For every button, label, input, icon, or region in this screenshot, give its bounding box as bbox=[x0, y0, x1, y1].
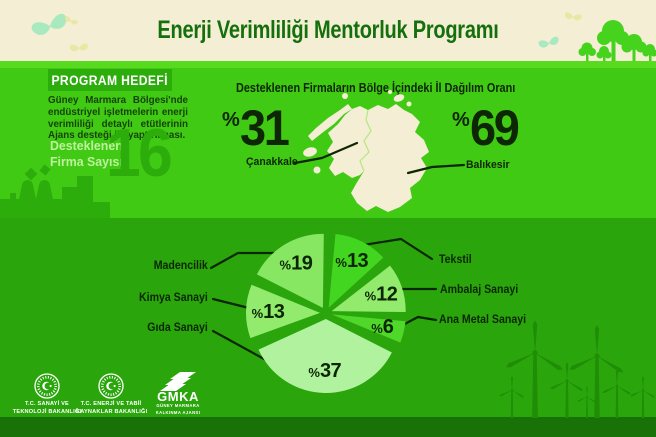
gmka-logo-subtitle: GÜNEY MARMARA KALKINMA AJANSI bbox=[152, 403, 204, 416]
ministry-emblem-icon bbox=[34, 373, 60, 399]
footer-bar bbox=[0, 417, 656, 437]
supported-firms-count: 16 bbox=[106, 115, 173, 191]
canakkale-percentage: % 31 bbox=[222, 100, 290, 156]
pointer-line-balikesir bbox=[406, 163, 466, 175]
percent-value: 69 bbox=[469, 100, 520, 156]
pie-slice-ambalaj-sanayi bbox=[331, 265, 406, 313]
ministry-logo-text-sanayi: T.C. SANAYİ VE TEKNOLOJİ BAKANLIĞI bbox=[12, 400, 82, 417]
pie-slice-kimya-sanayi bbox=[246, 284, 321, 339]
percent-sign: % bbox=[452, 109, 470, 131]
pie-slice-ana-metal-sanayi bbox=[331, 314, 406, 343]
pie-percent-label: %13 bbox=[252, 301, 285, 323]
map-island bbox=[388, 90, 392, 94]
pie-slice-gıda-sanayi bbox=[258, 318, 392, 393]
supported-firms-label: Desteklenen Firma Sayısı bbox=[50, 138, 123, 170]
program-goal-badge: PROGRAM HEDEFİ bbox=[48, 69, 172, 91]
ministry-name-line: T.C. SANAYİ VE bbox=[25, 401, 69, 407]
pie-percent-label: %6 bbox=[371, 316, 394, 338]
gmka-logo-icon bbox=[160, 372, 196, 391]
pie-label-kimya-sanayi: Kimya Sanayi bbox=[139, 292, 208, 304]
map-island bbox=[393, 94, 405, 102]
pie-chart: %13 %12 %6 %37 %13 %19 bbox=[246, 233, 406, 393]
pie-slice-tekstil bbox=[328, 233, 384, 308]
map-callout-lines bbox=[293, 141, 466, 175]
pie-percent-label: %12 bbox=[365, 284, 398, 306]
pie-slice-madencilik bbox=[256, 233, 324, 308]
program-section-background bbox=[0, 68, 656, 218]
ministry-name-line: TEKNOLOJİ BAKANLIĞI bbox=[12, 409, 82, 416]
pie-label-ana-metal-sanayi: Ana Metal Sanayi bbox=[439, 314, 527, 326]
pie-percent-label: %37 bbox=[308, 360, 341, 382]
pointer-line-tekstil bbox=[355, 237, 434, 261]
program-description: Güney Marmara Bölgesi'nde endüstriyel iş… bbox=[48, 95, 188, 142]
pointer-line-madencilik bbox=[209, 251, 286, 270]
percent-value: 31 bbox=[239, 100, 290, 156]
divider-stripe bbox=[0, 61, 656, 68]
map-balikesir-shape bbox=[351, 104, 429, 212]
map-island bbox=[303, 147, 317, 157]
percent-sign: % bbox=[222, 109, 240, 131]
wind-turbine-icon bbox=[499, 320, 656, 419]
tree-icon bbox=[578, 20, 656, 61]
pie-label-tekstil: Tekstil bbox=[439, 254, 472, 266]
gmka-subtitle-line: GÜNEY MARMARA bbox=[156, 403, 200, 408]
balikesir-percentage: % 69 bbox=[452, 100, 520, 156]
canakkale-label: Çanakkale bbox=[246, 156, 298, 168]
ministry-emblem-icon bbox=[98, 373, 124, 399]
ministry-name-line: KAYNAKLAR BAKANLIĞI bbox=[76, 409, 148, 416]
ministry-logo-text-enerji: T.C. ENERJİ VE TABİİ KAYNAKLAR BAKANLIĞI bbox=[76, 400, 148, 417]
region-map bbox=[303, 90, 429, 212]
header-background bbox=[0, 0, 656, 61]
map-gallipoli-peninsula bbox=[308, 104, 352, 141]
balikesir-label: Balıkesir bbox=[466, 159, 510, 171]
map-island bbox=[342, 93, 348, 99]
pie-percent-label: %13 bbox=[335, 250, 368, 272]
map-island bbox=[313, 166, 321, 174]
pie-percent-label: %19 bbox=[280, 252, 313, 274]
gmka-logo-title: GMKA bbox=[157, 389, 199, 404]
map-island bbox=[406, 101, 412, 107]
gmka-subtitle-line: KALKINMA AJANSI bbox=[155, 409, 201, 415]
ministry-name-line: T.C. ENERJİ VE TABİİ bbox=[80, 401, 142, 407]
map-province-border bbox=[359, 109, 372, 172]
map-canakkale-shape bbox=[327, 106, 371, 178]
program-goal-badge-label: PROGRAM HEDEFİ bbox=[51, 72, 169, 88]
pie-label-ambalaj-sanayi: Ambalaj Sanayi bbox=[440, 284, 519, 296]
region-chart-title: Desteklenen Firmaların Bölge İçindeki İl… bbox=[236, 80, 516, 95]
pie-label-madencilik: Madencilik bbox=[153, 260, 208, 272]
pointer-line-canakkale bbox=[293, 141, 359, 165]
page-title: Enerji Verimliliği Mentorluk Programı bbox=[157, 16, 499, 44]
pie-label-gida-sanayi: Gıda Sanayi bbox=[147, 322, 208, 334]
factory-skyline-icon bbox=[0, 164, 110, 218]
